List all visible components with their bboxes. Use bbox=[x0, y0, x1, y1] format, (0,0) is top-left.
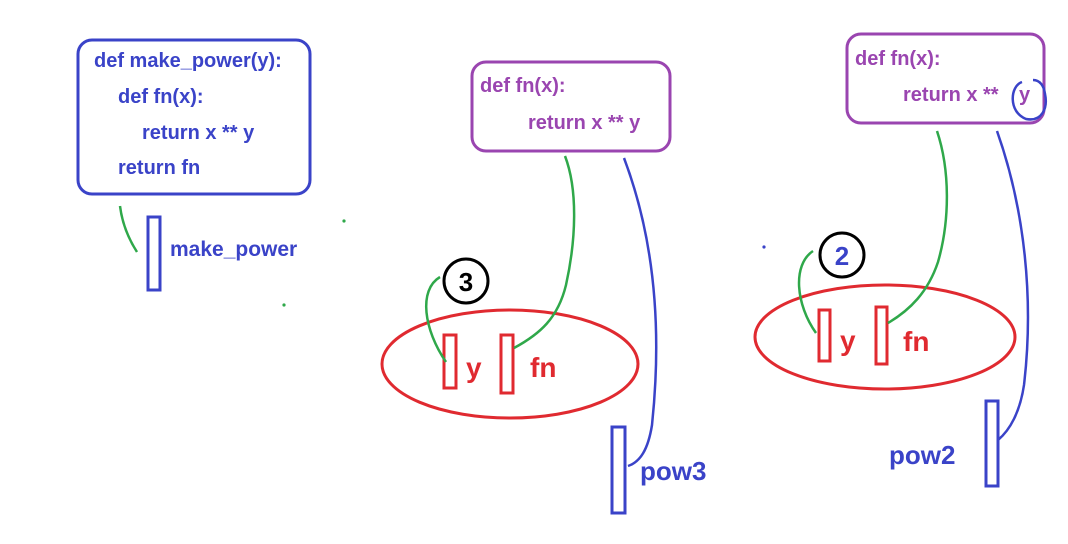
make-power-variable-slot bbox=[146, 215, 162, 292]
free-var-highlight bbox=[1011, 78, 1047, 121]
frame-a-badge-circle bbox=[442, 257, 490, 305]
make-power-label: make_power bbox=[170, 238, 297, 261]
pow2-reference-line bbox=[995, 130, 1030, 441]
frame-a-fn-link bbox=[513, 155, 576, 350]
fn-function-b: def fn(x): return x ** y bbox=[845, 32, 1047, 125]
frame-b-badge-link bbox=[797, 249, 818, 334]
fn-code-a-line-1: def fn(x): bbox=[480, 75, 566, 97]
frame-b-fn-link bbox=[887, 130, 949, 325]
make-power-code-line-4: return fn bbox=[118, 157, 200, 179]
fn-code-b-line-1: def fn(x): bbox=[855, 48, 941, 70]
frame-a-ellipse bbox=[380, 308, 640, 420]
make-power-link bbox=[118, 205, 139, 253]
closure-frame-a: 3 y fn bbox=[380, 257, 640, 420]
frame-a-fn-label: fn bbox=[530, 352, 556, 383]
frame-a-badge-link bbox=[424, 275, 448, 363]
fn-function-a: def fn(x): return x ** y bbox=[470, 60, 672, 153]
frame-b-badge-circle bbox=[818, 231, 866, 279]
fn-code-box-b bbox=[845, 32, 1046, 125]
pow3-label: pow3 bbox=[640, 456, 706, 486]
frame-b-badge-value: 2 bbox=[835, 241, 849, 271]
closure-frame-b: 2 y fn bbox=[753, 231, 1017, 391]
frame-a-y-label: y bbox=[466, 352, 482, 383]
make-power-code-box bbox=[76, 38, 312, 196]
pow2-variable-slot bbox=[984, 399, 1000, 488]
make-power-code-line-1: def make_power(y): bbox=[94, 50, 282, 72]
make-power-code-line-3: return x ** y bbox=[142, 122, 255, 144]
stray-dot bbox=[282, 303, 286, 307]
fn-code-b-free-var: y bbox=[1019, 84, 1031, 106]
fn-code-box-a bbox=[470, 60, 672, 153]
frame-b-fn-slot bbox=[874, 305, 889, 366]
frame-b-fn-label: fn bbox=[903, 326, 929, 357]
make-power-code-line-2: def fn(x): bbox=[118, 86, 204, 108]
frame-b-ellipse bbox=[753, 283, 1017, 391]
frame-b-y-label: y bbox=[840, 325, 856, 356]
stray-dot bbox=[342, 219, 346, 223]
pow3-reference-line bbox=[622, 157, 658, 468]
frame-a-fn-slot bbox=[499, 333, 515, 395]
pow2-label: pow2 bbox=[889, 440, 955, 470]
stray-dot bbox=[762, 245, 766, 249]
frame-a-badge-value: 3 bbox=[459, 267, 473, 297]
pow3-variable-slot bbox=[610, 425, 627, 515]
frame-a-y-slot bbox=[442, 333, 458, 390]
make-power-function: def make_power(y): def fn(x): return x *… bbox=[76, 38, 312, 196]
frame-b-y-slot bbox=[817, 308, 832, 363]
fn-code-b-line-2: return x ** bbox=[903, 84, 999, 106]
fn-code-a-line-2: return x ** y bbox=[528, 112, 641, 134]
